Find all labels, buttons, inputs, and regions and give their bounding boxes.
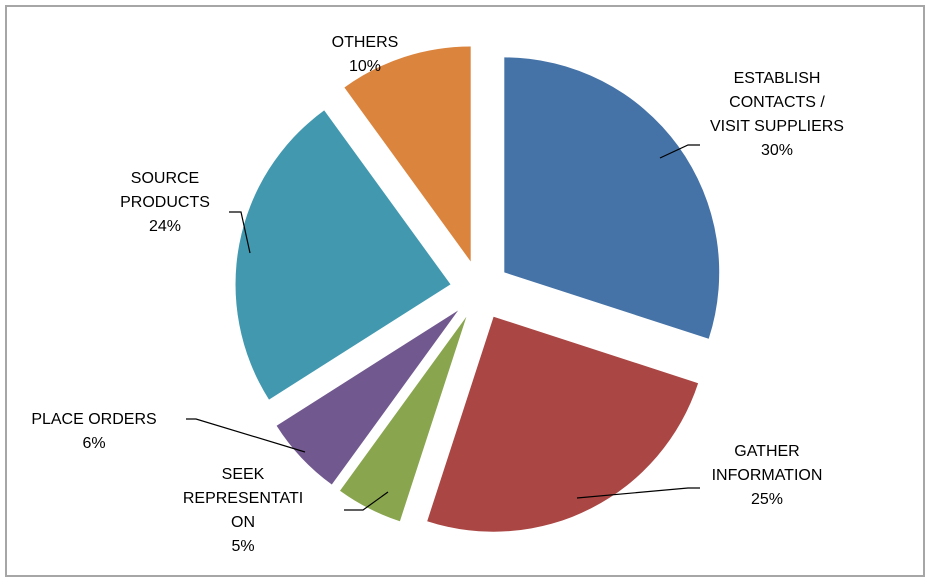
leader-lines	[186, 144, 700, 511]
slice-label-seek-representati-on: SEEK REPRESENTATI ON 5%	[183, 466, 303, 555]
slice-label-establish-contacts-visit-suppliers: ESTABLISH CONTACTS / VISIT SUPPLIERS 30%	[710, 70, 844, 159]
leader-line-place-orders	[186, 418, 306, 453]
leader-line-source-products	[229, 211, 251, 254]
pie-slice-source-products	[235, 110, 451, 400]
pie-slice-seek-representati-on	[340, 316, 467, 522]
slice-labels: ESTABLISH CONTACTS / VISIT SUPPLIERS 30% GAT…	[31, 34, 844, 555]
leader-line-seek-representati-on	[344, 491, 389, 511]
slice-label-place-orders: PLACE ORDERS 6%	[31, 411, 156, 452]
pie-slice-gather-information	[427, 316, 699, 532]
pie-slice-others	[344, 46, 471, 262]
pie-slice-place-orders	[276, 310, 459, 485]
pie-slice-establish-contacts-visit-suppliers	[504, 57, 720, 339]
slice-label-others: OTHERS 10%	[332, 34, 399, 75]
pie-slices	[235, 46, 720, 532]
slice-label-source-products: SOURCE PRODUCTS 24%	[120, 170, 210, 235]
leader-line-gather-information	[576, 487, 700, 499]
slice-label-gather-information: GATHER INFORMATION 25%	[712, 443, 823, 508]
leader-line-establish-contacts-visit-suppliers	[659, 144, 700, 159]
